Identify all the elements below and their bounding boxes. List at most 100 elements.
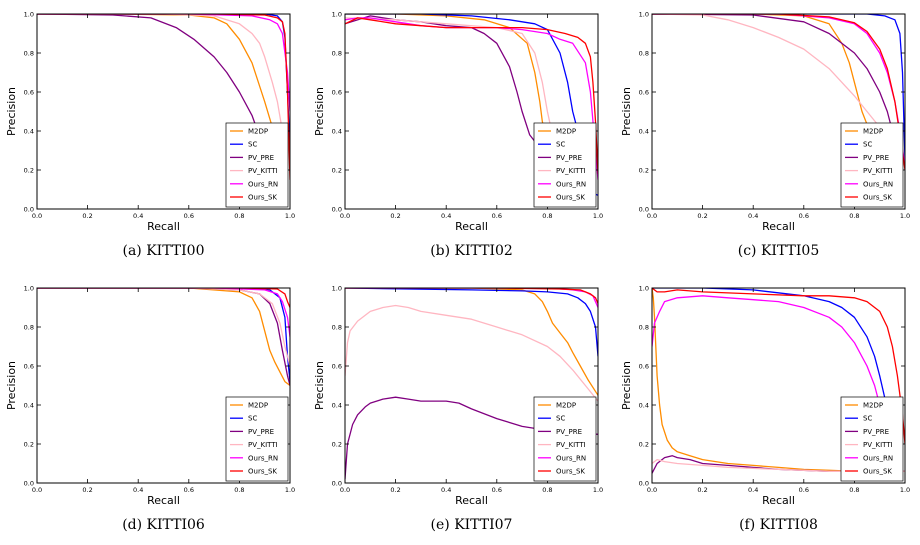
- legend-label: Ours_RN: [556, 180, 586, 188]
- y-tick-label: 0.4: [24, 401, 34, 409]
- subfigure-caption: (d) KITTI06: [122, 517, 205, 533]
- x-tick-label: 1.0: [900, 212, 910, 220]
- x-tick-label: 0.8: [234, 212, 244, 220]
- legend-label: M2DP: [248, 128, 268, 136]
- subfigure-caption: (c) KITTI05: [738, 243, 819, 259]
- legend-label: Ours_SK: [556, 194, 585, 202]
- x-tick-label: 0.6: [184, 486, 194, 494]
- legend: M2DP SC PV_PRE PV_KITTI Ours_RN Ours_SK: [840, 396, 904, 482]
- series-line-ours-sk: [345, 288, 598, 304]
- y-tick-label: 0.6: [639, 362, 649, 370]
- y-tick-label: 0.8: [332, 323, 342, 331]
- legend-label: SC: [556, 141, 565, 149]
- x-tick-label: 0.8: [542, 486, 552, 494]
- x-tick-label: 0.0: [340, 486, 350, 494]
- y-tick-label: 0.0: [24, 479, 34, 487]
- y-tick-label: 0.0: [639, 479, 649, 487]
- legend: M2DP SC PV_PRE PV_KITTI Ours_RN Ours_SK: [840, 122, 904, 208]
- y-tick-label: 0.6: [332, 362, 342, 370]
- x-tick-label: 1.0: [593, 486, 603, 494]
- x-tick-label: 0.0: [647, 486, 657, 494]
- x-tick-label: 0.2: [390, 212, 400, 220]
- legend: M2DP SC PV_PRE PV_KITTI Ours_RN Ours_SK: [533, 396, 597, 482]
- legend-label: SC: [863, 141, 872, 149]
- plot-frame: [344, 13, 599, 210]
- y-tick-label: 0.2: [24, 440, 34, 448]
- series-line-pv-kitti: [345, 304, 598, 402]
- x-axis-label: Recall: [762, 220, 795, 233]
- series-line-sc: [37, 288, 290, 382]
- y-tick-label: 0.4: [24, 127, 34, 135]
- y-axis-label: Precision: [620, 87, 633, 136]
- y-axis-label: Precision: [313, 361, 326, 410]
- legend-label: M2DP: [556, 128, 576, 136]
- chart-panel-6: 0.0 0.2 0.4 0.6 0.8 1.0 0.0 0.2 0.4 0.6 0.8 1.0 Reca…: [620, 284, 910, 533]
- x-tick-label: 0.0: [32, 486, 42, 494]
- legend-label: Ours_RN: [248, 454, 278, 462]
- y-tick-label: 0.4: [639, 401, 649, 409]
- x-tick-label: 0.6: [492, 212, 502, 220]
- y-tick-label: 0.8: [332, 49, 342, 57]
- x-tick-label: 0.4: [133, 212, 143, 220]
- series-line-pv-kitti: [345, 17, 554, 136]
- legend: M2DP SC PV_PRE PV_KITTI Ours_RN Ours_SK: [533, 122, 597, 208]
- series-line-m2dp: [345, 288, 598, 396]
- x-tick-label: 0.2: [82, 212, 92, 220]
- y-tick-label: 0.4: [639, 127, 649, 135]
- series-line-sc: [652, 14, 905, 161]
- legend: M2DP SC PV_PRE PV_KITTI Ours_RN Ours_SK: [225, 122, 289, 208]
- legend-label: Ours_RN: [556, 454, 586, 462]
- legend-label: PV_KITTI: [863, 167, 893, 175]
- series-line-pv-pre: [345, 15, 538, 146]
- series-line-ours-rn: [37, 288, 290, 337]
- y-tick-label: 0.2: [639, 166, 649, 174]
- y-tick-label: 1.0: [639, 284, 649, 292]
- x-axis-label: Recall: [147, 220, 180, 233]
- y-tick-label: 0.8: [24, 323, 34, 331]
- x-axis-label: Recall: [455, 220, 488, 233]
- legend-label: PV_PRE: [248, 154, 274, 162]
- legend-box: [840, 122, 904, 208]
- x-tick-label: 1.0: [593, 212, 603, 220]
- subfigure-caption: (a) KITTI00: [123, 243, 205, 259]
- legend-label: PV_KITTI: [248, 441, 278, 449]
- x-tick-label: 0.2: [390, 486, 400, 494]
- subfigure-caption: (f) KITTI08: [739, 517, 818, 533]
- y-tick-label: 0.8: [639, 323, 649, 331]
- y-tick-label: 0.6: [24, 362, 34, 370]
- x-tick-label: 1.0: [285, 486, 295, 494]
- legend-label: Ours_RN: [863, 454, 893, 462]
- y-axis-label: Precision: [5, 361, 18, 410]
- y-tick-label: 1.0: [332, 284, 342, 292]
- y-tick-label: 1.0: [24, 284, 34, 292]
- series-line-ours-rn: [345, 288, 598, 308]
- legend-box: [840, 396, 904, 482]
- x-tick-label: 0.4: [748, 486, 758, 494]
- legend-label: M2DP: [863, 128, 883, 136]
- x-axis-label: Recall: [147, 494, 180, 507]
- y-tick-label: 0.2: [639, 440, 649, 448]
- legend-label: PV_KITTI: [863, 441, 893, 449]
- x-tick-label: 0.4: [441, 486, 451, 494]
- legend-label: PV_KITTI: [248, 167, 278, 175]
- series-line-sc: [345, 288, 598, 357]
- legend-label: SC: [248, 415, 257, 423]
- series-line-pv-kitti: [652, 14, 886, 136]
- y-tick-label: 0.4: [332, 127, 342, 135]
- y-tick-label: 0.0: [332, 479, 342, 487]
- x-tick-label: 0.8: [849, 486, 859, 494]
- x-tick-label: 0.6: [799, 212, 809, 220]
- y-tick-label: 0.6: [639, 88, 649, 96]
- x-tick-label: 0.0: [32, 212, 42, 220]
- x-tick-label: 0.2: [82, 486, 92, 494]
- plot-frame: [651, 13, 906, 210]
- x-axis-label: Recall: [762, 494, 795, 507]
- legend-label: Ours_SK: [863, 194, 892, 202]
- plot-frame: [651, 287, 906, 484]
- series-line-pv-pre: [37, 288, 290, 386]
- series-line-ours-sk: [345, 17, 598, 174]
- legend-box: [533, 396, 597, 482]
- legend-label: M2DP: [556, 402, 576, 410]
- legend-label: Ours_RN: [248, 180, 278, 188]
- plot-frame: [344, 287, 599, 484]
